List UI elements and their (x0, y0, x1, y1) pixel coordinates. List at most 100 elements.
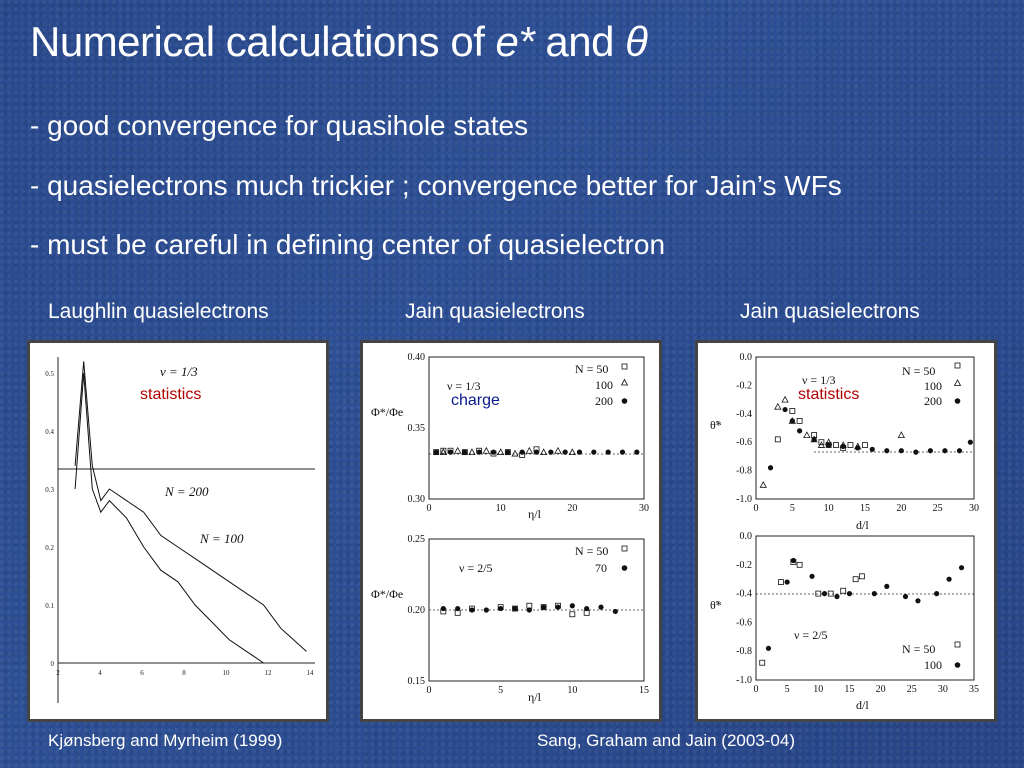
data-point (847, 442, 854, 448)
x-tick-label: 5 (498, 685, 503, 696)
x-tick-label: 6 (140, 669, 144, 677)
data-point (526, 607, 532, 613)
y-tick-label: -0.2 (736, 560, 752, 571)
data-point (871, 591, 877, 597)
top-nu-label: ν = 1/3 (802, 373, 836, 387)
x-tick-label: 30 (639, 503, 649, 514)
curve-label-n200: N = 200 (164, 484, 209, 499)
data-point (833, 442, 839, 448)
y-tick-label: 0.2 (45, 544, 54, 552)
data-point (476, 449, 482, 455)
x-tick-label: 0 (427, 503, 432, 514)
data-point (803, 431, 811, 438)
data-point (568, 448, 577, 456)
data-point (440, 447, 447, 454)
data-point (826, 442, 832, 448)
data-point (548, 449, 554, 455)
data-point (852, 576, 859, 583)
x-tick-label: 30 (938, 684, 948, 695)
x-tick-label: 4 (98, 669, 102, 677)
y-tick-label: 0.3 (45, 486, 54, 494)
statistics-annotation: statistics (798, 386, 859, 403)
y-tick-label: 0.0 (740, 531, 753, 542)
x-tick-label: 20 (896, 503, 906, 514)
bottom-x-label: η/l (528, 690, 542, 704)
data-point (789, 418, 795, 424)
data-point (598, 604, 604, 610)
data-point (569, 603, 575, 609)
x-tick-label: 0 (427, 685, 432, 696)
legend-triangle-marker (620, 378, 629, 386)
data-point (796, 418, 803, 424)
data-point (569, 611, 576, 618)
data-point (512, 605, 518, 612)
top-plot-frame (428, 356, 645, 500)
data-point (898, 448, 904, 454)
y-tick-label: 0 (51, 660, 55, 668)
data-point (759, 659, 766, 666)
top-legend-head: N = 50 (902, 364, 935, 378)
x-tick-label: 10 (813, 684, 823, 695)
data-point (767, 465, 774, 471)
x-tick-label: 15 (860, 503, 870, 514)
data-point (541, 604, 547, 610)
top-legend-200: 200 (595, 394, 613, 408)
x-tick-label: 12 (265, 669, 273, 677)
top-legend-100: 100 (924, 379, 942, 393)
top-y-label: Φ*/Φe (371, 405, 403, 419)
y-tick-label: -0.2 (736, 380, 752, 391)
data-point (811, 436, 817, 442)
data-point (453, 446, 462, 454)
data-point (862, 442, 868, 448)
slide-title: Numerical calculations of e* and θ (30, 18, 648, 65)
x-tick-label: 20 (876, 684, 886, 695)
data-point (482, 446, 491, 454)
y-tick-label: -1.0 (736, 494, 752, 505)
x-tick-label: 0 (754, 684, 759, 695)
y-tick-label: 0.20 (408, 605, 426, 616)
data-point (827, 590, 834, 597)
data-point (447, 449, 454, 455)
x-tick-label: 10 (567, 685, 577, 696)
bottom-legend-100: 100 (924, 658, 942, 672)
y-tick-label: 0.1 (45, 602, 54, 610)
data-point (505, 449, 511, 455)
data-point (483, 607, 489, 613)
bottom-nu-label: ν = 2/5 (794, 628, 828, 642)
data-point (539, 448, 548, 456)
y-tick-label: -0.6 (736, 437, 752, 448)
data-point (840, 587, 847, 594)
data-point (781, 395, 789, 403)
data-point (576, 449, 583, 455)
data-point (818, 439, 825, 446)
data-point (942, 448, 948, 454)
data-point (809, 573, 815, 579)
data-point (869, 446, 875, 452)
data-point (815, 590, 822, 597)
data-point (612, 608, 618, 615)
data-point (817, 441, 826, 448)
bottom-plot-frame (755, 535, 975, 681)
data-point (855, 445, 861, 451)
y-tick-label: -0.6 (736, 617, 752, 628)
top-legend-head: N = 50 (575, 362, 608, 376)
y-tick-label: 0.40 (408, 352, 426, 363)
data-point (562, 449, 568, 455)
bottom-nu-label: ν = 2/5 (459, 561, 493, 575)
data-point (591, 449, 597, 455)
top-legend-100: 100 (595, 378, 613, 392)
y-tick-label: -0.8 (736, 466, 752, 477)
data-point (519, 449, 525, 455)
x-tick-label: 10 (824, 503, 834, 514)
x-tick-label: 14 (307, 669, 315, 677)
data-point (496, 448, 505, 456)
bullet-2: - quasielectrons much trickier ; converg… (30, 170, 842, 201)
y-tick-label: -0.4 (736, 589, 752, 600)
y-tick-label: -1.0 (736, 675, 752, 686)
jain-charge-plot: ν = 1/3 charge N = 50 100 200 Φ*/Φe η/l … (371, 352, 649, 704)
data-point (440, 605, 446, 612)
bullet-1: - good convergence for quasihole states (30, 110, 529, 141)
data-point (511, 449, 519, 457)
top-plot-frame (755, 356, 975, 500)
data-point (619, 449, 626, 455)
